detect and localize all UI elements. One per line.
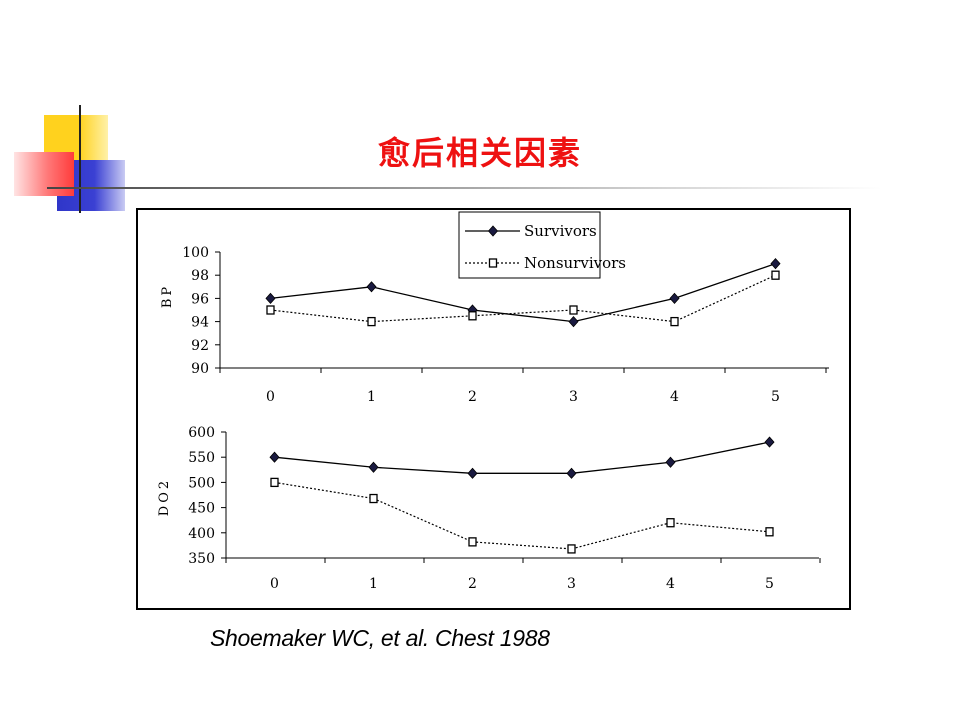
- panel1-y-tick-label: 96: [191, 291, 209, 307]
- panel2-series-1-point: [665, 456, 676, 468]
- panel1-legend-label-1: Survivors: [524, 222, 597, 240]
- panel2-series-2-point: [468, 537, 477, 547]
- panel1-y-axis-title: BP: [160, 284, 175, 308]
- panel2-x-tick-label: 3: [567, 576, 576, 592]
- panel1-series-1-point: [770, 258, 781, 270]
- panel2-y-tick-label: 500: [188, 475, 215, 491]
- panel2-x-tick-label: 0: [270, 576, 279, 592]
- chart-frame: 90 92 94 96 98 100 0 1 2 3 4 5 BP Survivors Nonsurvivo…: [136, 208, 851, 610]
- panel1-series-1-point: [669, 292, 680, 304]
- panel2-y-tick-label: 550: [188, 450, 215, 466]
- citation: Shoemaker WC, et al. Chest 1988: [210, 625, 550, 651]
- panel2-series-1-line: [274, 441, 770, 474]
- panel1-y-tick-label: 90: [191, 361, 209, 377]
- panel1-x-tick-label: 2: [468, 389, 477, 405]
- chart-canvas: 90 92 94 96 98 100 0 1 2 3 4 5 BP Survivors Nonsurvivo…: [157, 211, 829, 592]
- panel1-y-tick-label: 100: [182, 245, 209, 261]
- decor-horizontal-rule: [47, 187, 882, 189]
- panel1-series-2-point: [266, 305, 275, 315]
- panel2-series-1-point: [368, 461, 379, 473]
- panel2-y-tick-label: 400: [188, 526, 215, 542]
- panel1-legend-marker-2: [488, 258, 498, 268]
- panel2-series-1-point: [566, 467, 577, 479]
- panel2-series-1-point: [467, 467, 478, 479]
- panel1-y-tick-label: 98: [191, 268, 209, 284]
- panel1-x-tick-label: 3: [569, 389, 578, 405]
- panel2-series-1-point: [764, 436, 775, 448]
- panel1-x-tick-label: 1: [367, 389, 376, 405]
- panel2-x-tick-label: 4: [666, 576, 675, 592]
- panel1-series-2-point: [367, 316, 376, 327]
- panel1-series-1-point: [366, 281, 377, 293]
- panel2-series-2-point: [270, 477, 279, 488]
- panel1-series-2-point: [771, 270, 780, 280]
- panel2-y-axis-title: DO2: [157, 478, 172, 516]
- panel1-y-tick-label: 94: [191, 315, 209, 331]
- panel1-x-tick-label: 4: [670, 389, 679, 405]
- panel2-series-2-point: [765, 527, 774, 537]
- panel1-series-1-point: [568, 316, 579, 328]
- decor-red-block: [14, 152, 74, 196]
- panel1-x-tick-label: 5: [771, 389, 780, 405]
- panel2-x-tick-label: 1: [369, 576, 378, 592]
- panel2-y-tick-label: 450: [188, 501, 215, 517]
- panel2-y-tick-label: 350: [188, 551, 215, 567]
- panel2-series-2-point: [369, 493, 378, 504]
- panel1-series-2-point: [468, 311, 477, 321]
- panel1-legend-marker-1: [487, 225, 499, 237]
- panel2-series-1-point: [269, 451, 280, 463]
- panel1-series-2-point: [670, 316, 679, 327]
- panel1-series-1-point: [265, 292, 276, 304]
- panel1-series-2-point: [569, 305, 578, 315]
- panel1-series-2-line: [270, 274, 776, 323]
- panel1-x-tick-label: 0: [266, 389, 275, 405]
- decor-vertical-line: [79, 105, 81, 213]
- slide-title: 愈后相关因素: [377, 134, 582, 172]
- panel2-series-2-point: [567, 544, 576, 554]
- panel2-x-tick-label: 2: [468, 576, 477, 592]
- panel1-y-tick-label: 92: [191, 338, 209, 354]
- panel1-legend-box: [458, 211, 601, 279]
- panel2-series-2-point: [666, 518, 675, 528]
- panel1-legend-label-2: Nonsurvivors: [524, 254, 626, 272]
- panel2-y-tick-label: 600: [188, 425, 215, 441]
- panel2-series-2-line: [274, 481, 770, 550]
- panel1-series-1-line: [270, 262, 776, 323]
- panel2-x-tick-label: 5: [765, 576, 774, 592]
